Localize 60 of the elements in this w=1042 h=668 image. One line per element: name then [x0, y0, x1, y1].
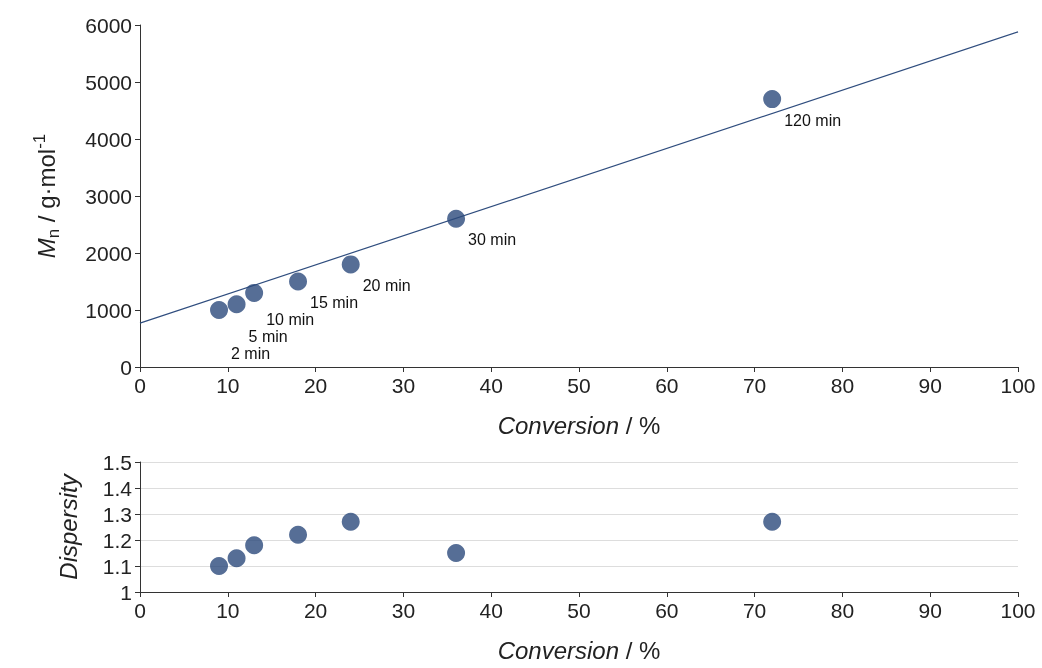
x-tick-label: 20	[303, 374, 328, 397]
x-tick-label: 60	[655, 599, 679, 622]
annotation: 15 min	[310, 294, 359, 311]
point	[341, 255, 360, 274]
point	[245, 283, 264, 302]
annotation: 5 min	[248, 328, 288, 345]
y-tick-label: 1.3	[102, 502, 132, 526]
x-tick-label: 30	[391, 599, 416, 622]
y-tick-label: 1.2	[102, 528, 132, 552]
y-tick-label: 1.4	[102, 476, 133, 500]
x-tick-label: 50	[567, 599, 591, 622]
annotation: 10 min	[266, 311, 315, 328]
point	[227, 295, 246, 314]
x-tick-label: 0	[134, 599, 146, 622]
point	[341, 512, 360, 531]
x-tick-label: 50	[567, 374, 591, 397]
x-tick-label: 40	[479, 374, 503, 397]
y-axis-title: Mn / g·mol-1	[30, 133, 63, 259]
x-tick-label: 70	[742, 599, 767, 622]
x-tick-label: 20	[303, 599, 328, 622]
point	[245, 536, 264, 555]
x-tick-label: 90	[918, 599, 942, 622]
x-axis-title: Conversion / %	[497, 411, 661, 439]
point	[210, 301, 229, 319]
annotation: 120 min	[784, 111, 842, 129]
point	[447, 544, 466, 562]
y-tick-label: 3000	[85, 184, 132, 208]
annotation: 2 min	[231, 345, 271, 362]
y-tick-label: 4000	[85, 127, 132, 151]
annotation: 30 min	[468, 231, 517, 249]
x-axis-title: Conversion / %	[497, 636, 661, 664]
x-tick-label: 60	[655, 374, 679, 397]
x-tick-label: 80	[830, 599, 855, 622]
point	[210, 557, 229, 575]
x-tick-label: 30	[391, 374, 416, 397]
x-tick-label: 90	[918, 374, 942, 397]
x-tick-label: 10	[216, 599, 240, 622]
y-tick-label: 1000	[85, 298, 132, 322]
y-tick-label: 6000	[85, 13, 132, 37]
point	[289, 272, 308, 291]
point	[763, 512, 782, 531]
x-tick-label: 10	[216, 374, 240, 397]
x-tick-label: 40	[479, 599, 503, 622]
y-tick-label: 1	[120, 580, 132, 604]
y-axis-title: Dispersity	[54, 472, 82, 580]
x-tick-label: 80	[830, 374, 855, 397]
point	[763, 90, 782, 109]
y-tick-label: 1.1	[102, 554, 132, 578]
x-tick-label: 0	[134, 374, 146, 397]
x-tick-label: 100	[1000, 599, 1036, 622]
annotation: 20 min	[362, 276, 411, 294]
point	[227, 549, 246, 568]
y-tick-label: 5000	[85, 70, 132, 94]
y-tick-label: 0	[120, 355, 132, 379]
point	[289, 525, 308, 544]
y-tick-label: 1.5	[102, 450, 132, 474]
x-tick-label: 100	[1000, 374, 1036, 397]
point	[447, 209, 466, 228]
x-tick-label: 70	[742, 374, 767, 397]
y-tick-label: 2000	[85, 241, 132, 265]
